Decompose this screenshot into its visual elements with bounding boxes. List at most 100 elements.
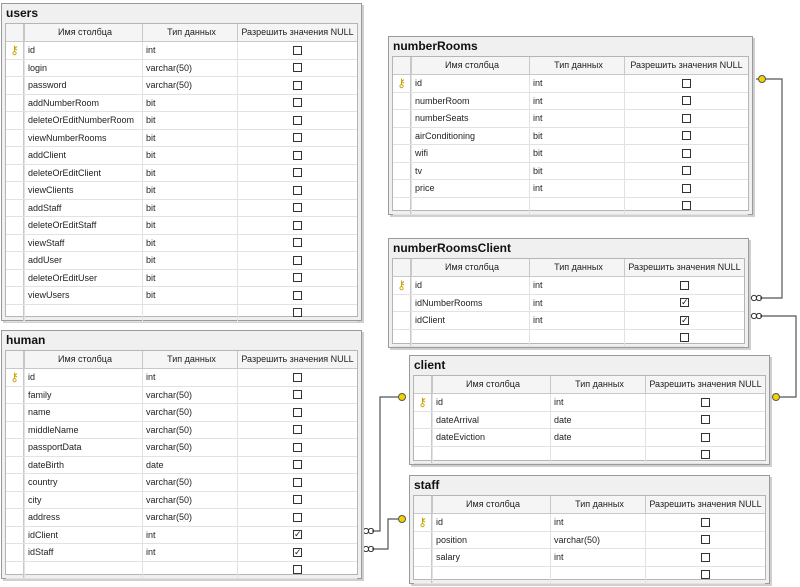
data-type-cell[interactable]: bit (529, 162, 624, 179)
table-row[interactable]: passportData varchar(50) (6, 439, 357, 457)
allow-null-checkbox[interactable] (682, 148, 691, 158)
column-name-cell[interactable]: viewStaff (24, 234, 142, 251)
column-name-cell[interactable]: position (432, 531, 550, 548)
allow-null-checkbox[interactable] (293, 512, 302, 522)
table-row[interactable]: deleteOrEditClient bit (6, 164, 357, 182)
row-selector[interactable] (393, 145, 411, 162)
data-type-cell[interactable]: varchar(50) (142, 474, 237, 491)
column-name-cell[interactable]: deleteOrEditStaff (24, 217, 142, 234)
data-type-cell[interactable]: bit (142, 252, 237, 269)
table-row[interactable]: idNumberRooms int ✓ (393, 294, 744, 312)
allow-null-checkbox[interactable] (293, 185, 302, 195)
column-name-cell[interactable]: addNumberRoom (24, 94, 142, 111)
table-row[interactable]: ⚷ id int (393, 75, 748, 93)
allow-null-checkbox[interactable] (701, 552, 710, 562)
data-type-cell[interactable] (529, 197, 624, 214)
row-selector[interactable] (6, 147, 24, 164)
row-selector[interactable] (6, 439, 24, 456)
allow-null-checkbox[interactable] (680, 280, 689, 290)
allow-null-checkbox[interactable] (293, 45, 302, 55)
column-name-cell[interactable]: passportData (24, 439, 142, 456)
data-type-cell[interactable]: bit (142, 217, 237, 234)
allow-null-checkbox[interactable] (293, 80, 302, 90)
allow-null-checkbox[interactable] (293, 372, 302, 382)
column-name-cell[interactable]: password (24, 77, 142, 94)
row-selector[interactable] (393, 110, 411, 127)
allow-null-checkbox[interactable] (293, 442, 302, 452)
row-selector[interactable] (6, 491, 24, 508)
table-row[interactable]: country varchar(50) (6, 474, 357, 492)
row-selector[interactable] (414, 566, 432, 583)
data-type-cell[interactable]: bit (142, 147, 237, 164)
table-row[interactable]: airConditioning bit (393, 127, 748, 145)
row-selector[interactable] (6, 164, 24, 181)
table-row[interactable]: addStaff bit (6, 199, 357, 217)
data-type-cell[interactable]: int (529, 294, 624, 311)
row-selector[interactable] (6, 59, 24, 76)
data-type-cell[interactable]: int (142, 526, 237, 543)
row-selector[interactable] (6, 252, 24, 269)
column-name-cell[interactable] (24, 304, 142, 321)
allow-null-checkbox[interactable] (682, 78, 691, 88)
column-name-cell[interactable]: airConditioning (411, 127, 529, 144)
table-row[interactable]: deleteOrEditNumberRoom bit (6, 112, 357, 130)
table-row[interactable] (414, 446, 765, 464)
table-row[interactable]: dateArrival date (414, 411, 765, 429)
column-name-cell[interactable]: country (24, 474, 142, 491)
table-row[interactable] (393, 197, 748, 215)
column-name-cell[interactable]: id (411, 75, 529, 92)
row-selector[interactable] (6, 269, 24, 286)
data-type-cell[interactable]: bit (529, 127, 624, 144)
table-row[interactable]: addNumberRoom bit (6, 94, 357, 112)
data-type-cell[interactable]: varchar(50) (142, 59, 237, 76)
row-selector[interactable] (6, 544, 24, 561)
allow-null-checkbox[interactable] (682, 201, 691, 211)
data-type-cell[interactable]: varchar(50) (142, 439, 237, 456)
column-name-cell[interactable]: login (24, 59, 142, 76)
table-row[interactable]: viewStaff bit (6, 234, 357, 252)
table-row[interactable]: ⚷ id int (6, 42, 357, 60)
column-name-cell[interactable]: dateEviction (432, 429, 550, 446)
row-selector[interactable]: ⚷ (414, 394, 432, 411)
table-row[interactable]: viewClients bit (6, 182, 357, 200)
row-selector[interactable] (6, 386, 24, 403)
column-name-cell[interactable]: viewClients (24, 182, 142, 199)
row-selector[interactable] (414, 411, 432, 428)
data-type-cell[interactable]: int (529, 75, 624, 92)
row-selector[interactable]: ⚷ (6, 42, 24, 59)
data-type-cell[interactable]: int (529, 312, 624, 329)
row-selector[interactable] (393, 329, 411, 346)
row-selector[interactable] (6, 182, 24, 199)
column-name-cell[interactable]: id (24, 42, 142, 59)
row-selector[interactable] (6, 129, 24, 146)
allow-null-checkbox[interactable] (682, 96, 691, 106)
column-name-cell[interactable]: address (24, 509, 142, 526)
column-name-cell[interactable]: id (24, 369, 142, 386)
column-name-cell[interactable]: family (24, 386, 142, 403)
table-row[interactable]: idClient int ✓ (393, 312, 744, 330)
data-type-cell[interactable]: int (550, 514, 645, 531)
row-selector[interactable] (414, 549, 432, 566)
allow-null-checkbox[interactable] (293, 477, 302, 487)
data-type-cell[interactable]: bit (142, 287, 237, 304)
column-name-cell[interactable]: viewUsers (24, 287, 142, 304)
allow-null-checkbox[interactable] (682, 113, 691, 123)
row-selector[interactable] (6, 474, 24, 491)
allow-null-checkbox[interactable]: ✓ (293, 529, 302, 540)
allow-null-checkbox[interactable] (701, 535, 710, 545)
column-name-cell[interactable]: city (24, 491, 142, 508)
data-type-cell[interactable]: int (142, 42, 237, 59)
data-type-cell[interactable]: bit (142, 269, 237, 286)
column-name-cell[interactable]: id (432, 514, 550, 531)
column-name-cell[interactable]: idStaff (24, 544, 142, 561)
table-numberrooms[interactable]: numberRooms Имя столбца Тип данных Разрешит… (388, 36, 753, 215)
table-users[interactable]: users Имя столбца Тип данных Разрешить знач… (1, 3, 362, 322)
table-row[interactable]: deleteOrEditUser bit (6, 269, 357, 287)
data-type-cell[interactable]: bit (529, 145, 624, 162)
data-type-cell[interactable]: date (550, 429, 645, 446)
table-row[interactable]: password varchar(50) (6, 77, 357, 95)
column-name-cell[interactable]: price (411, 180, 529, 197)
allow-null-checkbox[interactable] (293, 390, 302, 400)
data-type-cell[interactable]: int (550, 394, 645, 411)
table-row[interactable]: numberSeats int (393, 110, 748, 128)
